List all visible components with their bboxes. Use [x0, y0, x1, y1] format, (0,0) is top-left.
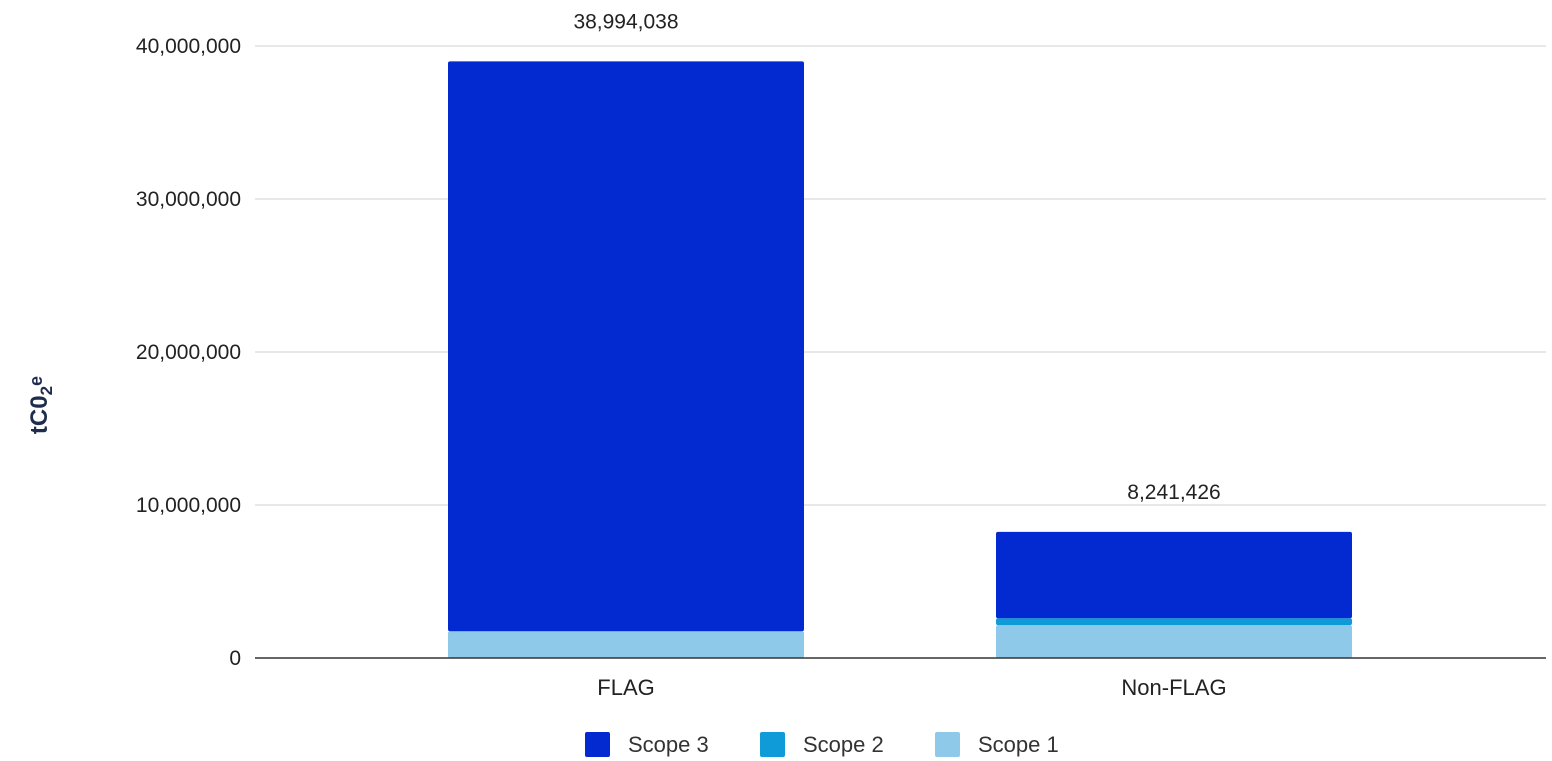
y-axis-label-superscript: e [26, 376, 46, 386]
y-axis-tick-labels: 0 10,000,000 20,000,000 30,000,000 40,000,00… [136, 35, 241, 670]
x-category-label: Non-FLAG [1121, 675, 1226, 700]
bar-segment-scope-3 [448, 61, 804, 632]
total-data-labels: 38,994,038 8,241,426 [573, 10, 1220, 504]
legend-label-scope-1: Scope 1 [978, 732, 1059, 757]
total-data-label: 8,241,426 [1127, 481, 1220, 504]
y-tick-label: 10,000,000 [136, 494, 241, 517]
bar-segment-scope-3 [996, 531, 1352, 619]
y-axis-label: tC02e [26, 376, 56, 434]
y-axis-label-subscript: 2 [37, 386, 56, 395]
bar-segment-scope-2 [996, 618, 1352, 626]
legend-swatch-scope-1 [935, 732, 960, 757]
y-tick-label: 0 [229, 647, 241, 670]
x-axis-category-labels: FLAG Non-FLAG [597, 675, 1226, 700]
bar-segment-scope-1 [448, 631, 804, 658]
x-category-label: FLAG [597, 675, 654, 700]
legend-label-scope-3: Scope 3 [628, 732, 709, 757]
y-tick-label: 20,000,000 [136, 341, 241, 364]
y-axis-label-main: tC0 [26, 395, 53, 434]
legend: Scope 3 Scope 2 Scope 1 [585, 732, 1059, 757]
legend-swatch-scope-3 [585, 732, 610, 757]
legend-swatch-scope-2 [760, 732, 785, 757]
bars [448, 61, 1352, 658]
y-tick-label: 40,000,000 [136, 35, 241, 58]
legend-label-scope-2: Scope 2 [803, 732, 884, 757]
bar-segment-scope-1 [996, 625, 1352, 658]
total-data-label: 38,994,038 [573, 10, 678, 33]
y-tick-label: 30,000,000 [136, 188, 241, 211]
